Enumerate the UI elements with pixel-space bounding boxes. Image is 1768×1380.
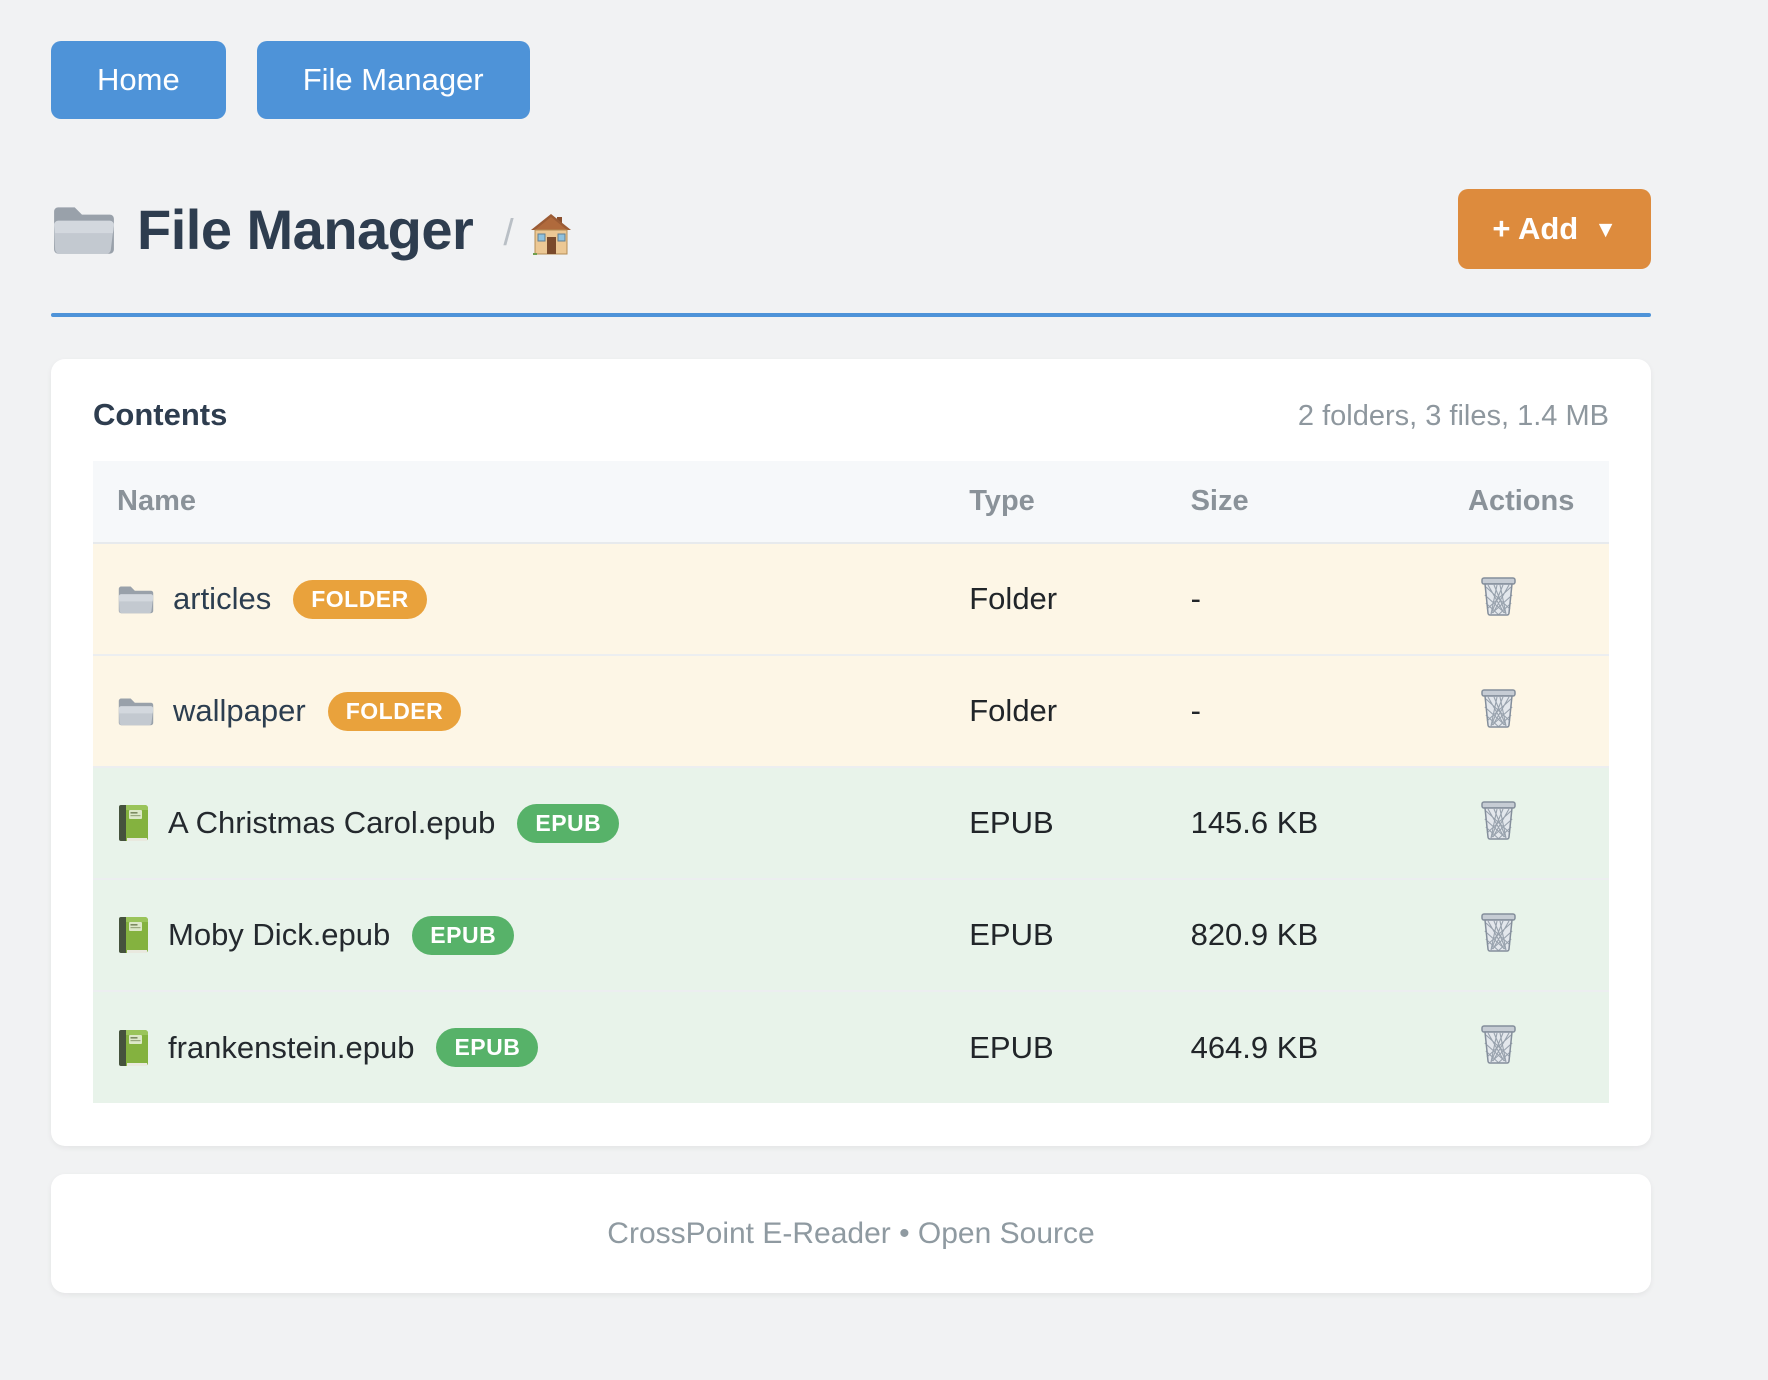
book-icon — [119, 1029, 148, 1066]
title-divider — [51, 313, 1651, 317]
table-row: frankenstein.epub EPUB EPUB 464.9 KB — [93, 990, 1609, 1103]
contents-summary: 2 folders, 3 files, 1.4 MB — [1297, 400, 1609, 432]
file-name: frankenstein.epub — [168, 1029, 415, 1065]
table-header-row: Name Type Size Actions — [93, 461, 1609, 544]
size-cell: 820.9 KB — [1190, 878, 1468, 991]
table-row: articles FOLDER Folder - — [93, 543, 1609, 655]
file-name: Moby Dick.epub — [168, 917, 391, 952]
folder-icon — [54, 207, 114, 254]
delete-button[interactable] — [1480, 911, 1517, 952]
folder-icon — [118, 586, 154, 614]
top-nav: Home File Manager — [51, 0, 1651, 119]
page-title: File Manager — [137, 197, 474, 261]
contents-heading: Contents — [93, 397, 228, 432]
breadcrumb-separator: / — [503, 212, 514, 253]
epub-badge: EPUB — [412, 915, 515, 955]
file-manager-button[interactable]: File Manager — [256, 41, 530, 119]
file-name: A Christmas Carol.epub — [168, 805, 496, 840]
book-icon — [119, 917, 148, 953]
epub-badge: EPUB — [436, 1028, 539, 1067]
folder-icon — [118, 698, 154, 726]
column-header-actions: Actions — [1468, 461, 1609, 544]
size-cell: 464.9 KB — [1190, 990, 1468, 1103]
page-container: Home File Manager File Manager / + Add ▼… — [51, 0, 1651, 1293]
folder-badge: FOLDER — [327, 691, 462, 731]
table-row: Moby Dick.epub EPUB EPUB 820.9 KB — [93, 878, 1609, 991]
folder-badge: FOLDER — [293, 579, 427, 619]
contents-card: Contents 2 folders, 3 files, 1.4 MB Name… — [51, 359, 1651, 1146]
type-cell: EPUB — [969, 878, 1191, 991]
delete-button[interactable] — [1480, 799, 1517, 840]
type-cell: Folder — [969, 543, 1191, 655]
size-cell: - — [1190, 543, 1468, 655]
delete-button[interactable] — [1480, 1023, 1517, 1064]
size-cell: - — [1190, 654, 1468, 767]
add-button[interactable]: + Add ▼ — [1458, 189, 1651, 269]
column-header-name: Name — [93, 461, 970, 544]
folder-name-link[interactable]: wallpaper — [173, 693, 306, 728]
footer: CrossPoint E-Reader • Open Source — [51, 1174, 1651, 1293]
home-button[interactable]: Home — [51, 41, 226, 119]
home-breadcrumb-icon[interactable] — [530, 213, 572, 255]
contents-card-header: Contents 2 folders, 3 files, 1.4 MB — [93, 397, 1609, 433]
book-icon — [119, 805, 148, 841]
caret-down-icon: ▼ — [1594, 215, 1617, 242]
title-wrap: File Manager / — [51, 197, 1458, 262]
folder-name-link[interactable]: articles — [173, 581, 272, 616]
table-row: A Christmas Carol.epub EPUB EPUB 145.6 K… — [93, 766, 1609, 879]
column-header-type: Type — [969, 461, 1191, 544]
type-cell: EPUB — [969, 990, 1191, 1103]
add-button-label: + Add — [1492, 211, 1579, 246]
table-row: wallpaper FOLDER Folder - — [93, 654, 1609, 767]
type-cell: EPUB — [969, 766, 1191, 879]
page-header: File Manager / + Add ▼ — [51, 189, 1651, 269]
trash-icon — [1481, 688, 1516, 728]
delete-button[interactable] — [1480, 687, 1517, 728]
file-table: Name Type Size Actions articles FOLDER F… — [93, 461, 1609, 1103]
type-cell: Folder — [969, 654, 1191, 767]
size-cell: 145.6 KB — [1190, 766, 1468, 879]
footer-text: CrossPoint E-Reader • Open Source — [607, 1216, 1095, 1250]
delete-button[interactable] — [1480, 575, 1517, 616]
epub-badge: EPUB — [517, 803, 620, 843]
trash-icon — [1481, 912, 1516, 952]
trash-icon — [1481, 576, 1516, 616]
column-header-size: Size — [1190, 461, 1468, 544]
trash-icon — [1481, 800, 1516, 840]
trash-icon — [1481, 1025, 1516, 1064]
